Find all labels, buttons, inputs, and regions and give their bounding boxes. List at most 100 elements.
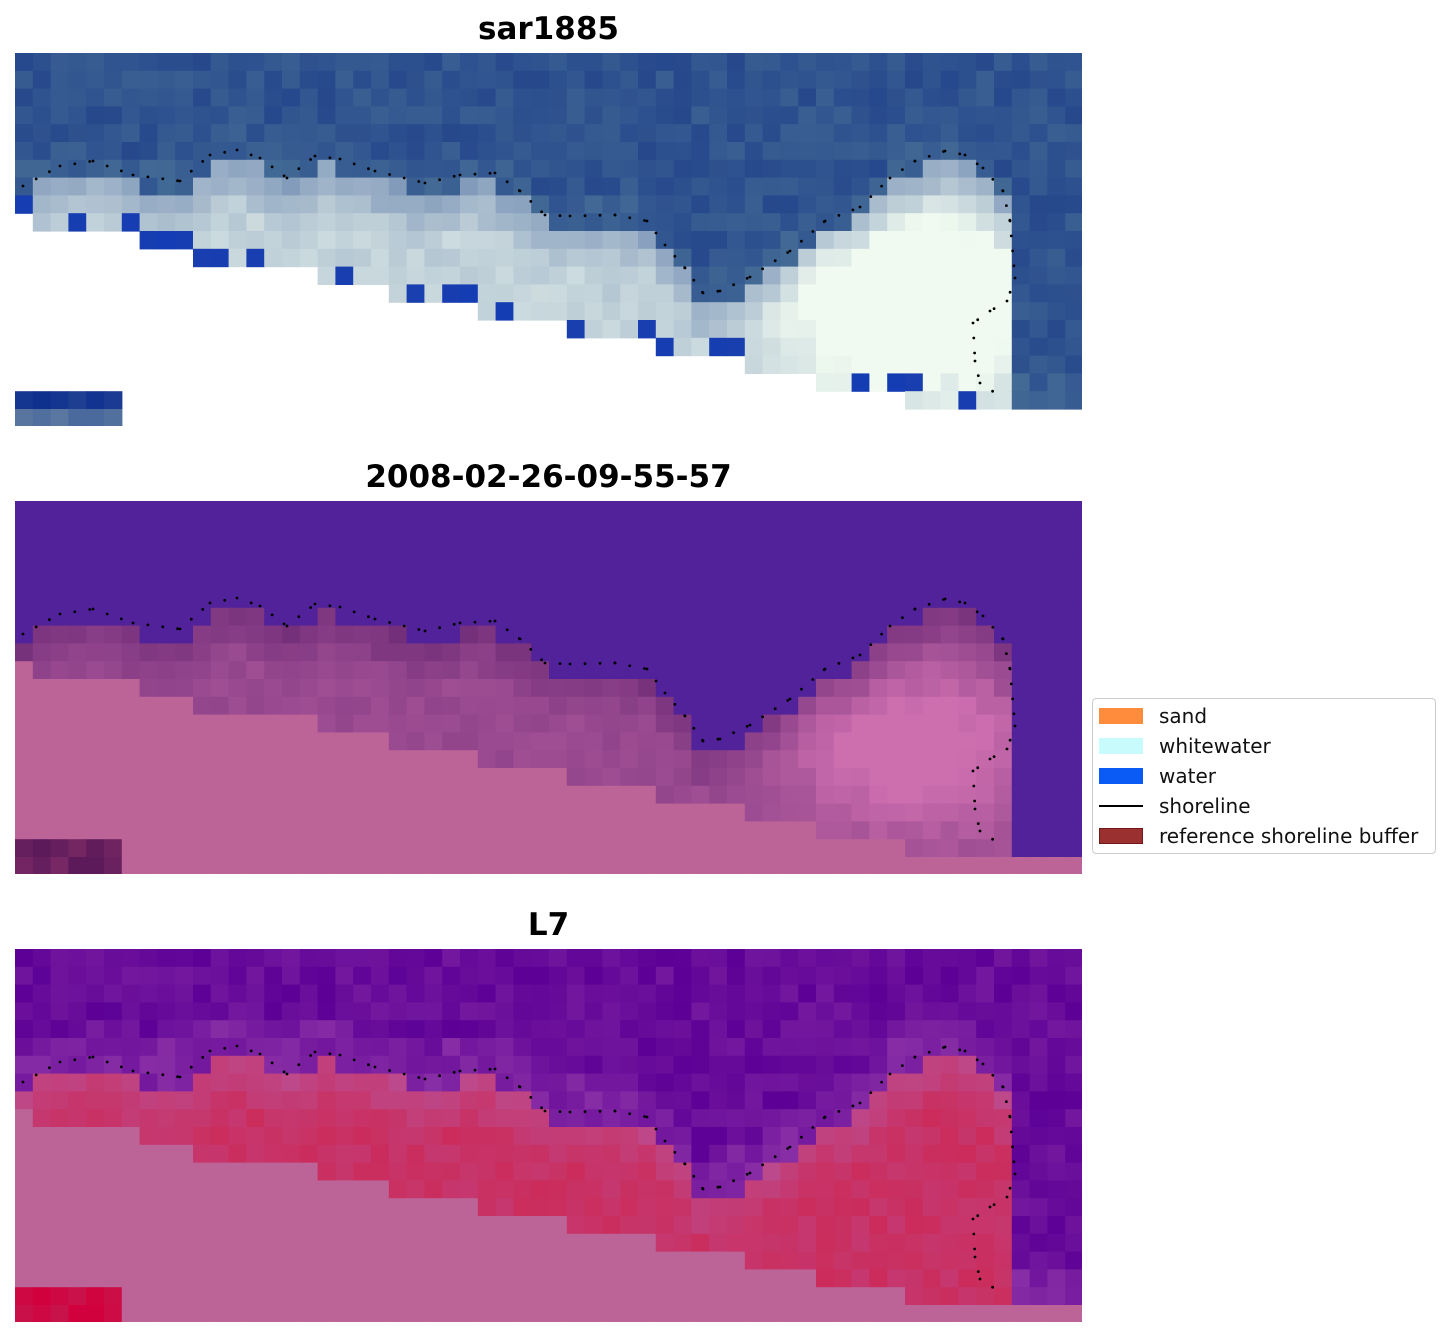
raster-cell (299, 1180, 319, 1199)
shoreline-dot (493, 1067, 497, 1071)
raster-cell (602, 984, 621, 1003)
raster-cell (1029, 803, 1048, 822)
raster-cell (744, 284, 764, 303)
raster-cell (104, 857, 123, 874)
raster-cell (602, 248, 621, 268)
raster-cell (531, 302, 550, 321)
raster-cell (86, 732, 105, 751)
raster-cell (406, 625, 425, 644)
raster-cell (424, 785, 443, 805)
raster-cell (335, 1038, 354, 1057)
raster-cell (1065, 391, 1082, 410)
raster-cell (371, 714, 390, 733)
raster-cell (424, 1002, 443, 1021)
raster-cell (299, 554, 319, 573)
raster-cell (139, 124, 158, 143)
raster-cell (531, 248, 550, 268)
raster-cell (264, 536, 283, 555)
raster-cell (905, 391, 924, 410)
raster-cell (994, 266, 1013, 285)
shoreline-dot (568, 214, 572, 218)
raster-cell (531, 607, 550, 627)
raster-cell (727, 661, 746, 680)
raster-cell (691, 159, 710, 179)
raster-cell (922, 53, 942, 72)
raster-cell (976, 320, 995, 339)
raster-cell (833, 124, 853, 143)
raster-cell (958, 1055, 977, 1075)
raster-cell (638, 124, 657, 143)
raster-cell (104, 590, 123, 609)
shoreline-dot (927, 154, 931, 158)
raster-cell (121, 750, 141, 769)
raster-cell (780, 88, 799, 107)
raster-cell (655, 70, 675, 90)
raster-cell (246, 1269, 265, 1288)
raster-cell (121, 1287, 141, 1306)
raster-cell (1029, 1002, 1048, 1021)
raster-cell (869, 984, 888, 1003)
raster-cell (620, 284, 639, 303)
raster-cell (495, 732, 514, 751)
raster-cell (477, 1002, 497, 1021)
raster-cell (121, 768, 141, 787)
raster-cell (210, 821, 230, 840)
raster-cell (620, 661, 639, 680)
raster-cell (549, 966, 568, 986)
raster-cell (727, 625, 746, 644)
raster-cell (495, 53, 514, 72)
raster-cell (780, 966, 799, 986)
raster-cell (139, 679, 158, 698)
raster-cell (727, 266, 746, 285)
raster-cell (139, 839, 158, 858)
raster-cell (1029, 857, 1048, 874)
raster-cell (371, 1233, 390, 1253)
raster-cell (655, 124, 675, 143)
raster-cell (584, 1162, 603, 1181)
raster-cell (68, 625, 87, 644)
raster-cell (691, 750, 710, 769)
raster-cell (958, 373, 977, 392)
raster-cell (762, 1269, 781, 1288)
raster-cell (86, 1127, 105, 1146)
raster-cell (744, 1216, 764, 1235)
raster-cell (905, 1305, 924, 1322)
raster-cell (602, 625, 621, 644)
raster-cell (655, 177, 675, 196)
raster-cell (68, 1002, 87, 1021)
raster-cell (620, 302, 639, 321)
raster-cell (1047, 1073, 1066, 1092)
water-swatch-icon (1099, 768, 1143, 784)
raster-cell (531, 1180, 550, 1199)
raster-cell (1047, 607, 1066, 627)
raster-cell (709, 1269, 728, 1288)
raster-cell (958, 177, 977, 196)
raster-cell (887, 1233, 906, 1253)
raster-cell (121, 1198, 141, 1217)
raster-cell (139, 518, 158, 538)
shoreline-dot (800, 687, 803, 691)
raster-cell (477, 714, 497, 733)
raster-cell (798, 1020, 817, 1039)
raster-cell (175, 984, 194, 1003)
raster-cell (531, 106, 550, 125)
raster-cell (210, 1002, 230, 1021)
raster-cell (727, 142, 746, 161)
raster-cell (246, 572, 265, 591)
raster-cell (744, 142, 764, 161)
raster-cell (976, 53, 995, 72)
raster-cell (1047, 1305, 1066, 1322)
raster-cell (299, 70, 319, 90)
raster-cell (104, 1162, 123, 1181)
shoreline-dot (568, 1110, 572, 1114)
raster-cell (406, 732, 425, 751)
shoreline-dot (748, 723, 752, 727)
shoreline-dot (976, 766, 980, 770)
shoreline-dot (913, 607, 917, 611)
raster-cell (299, 1127, 319, 1146)
raster-cell (477, 302, 497, 321)
raster-cell (139, 1055, 158, 1075)
raster-cell (584, 1180, 603, 1199)
raster-cell (371, 1144, 390, 1164)
raster-cell (851, 643, 870, 662)
